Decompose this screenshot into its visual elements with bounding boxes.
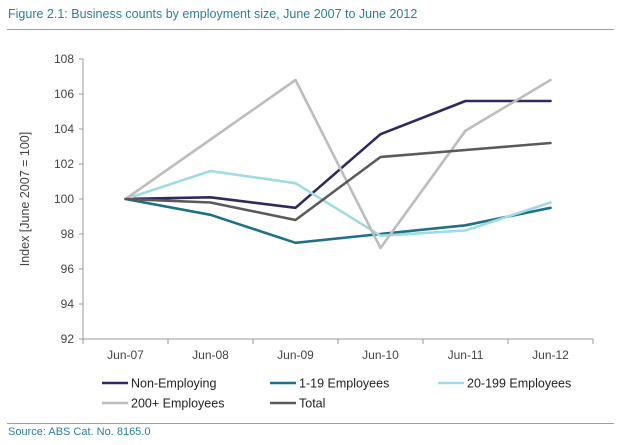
- y-axis-label: Index [June 2007 = 100]: [18, 132, 32, 267]
- series-layer: [124, 78, 552, 250]
- legend-label: 20-199 Employees: [467, 377, 571, 391]
- y-tick-label: 108: [54, 52, 74, 66]
- x-tick-label: Jun-07: [107, 348, 144, 362]
- figure-title: Figure 2.1: Business counts by employmen…: [8, 7, 418, 21]
- y-tick-label: 98: [61, 227, 75, 241]
- series-line-200-employees: [124, 78, 552, 250]
- x-tick-label: Jun-09: [277, 348, 314, 362]
- x-tick-label: Jun-12: [532, 348, 569, 362]
- y-tick-label: 92: [61, 332, 75, 346]
- series-line-total: [124, 141, 552, 222]
- y-axis: 92 94 96 98 100 102 104 106 108: [54, 52, 84, 346]
- series-line-non-employing: [124, 99, 552, 210]
- series-line-1-19-employees: [124, 197, 552, 245]
- legend-item-total: Total: [270, 397, 325, 411]
- x-tick-label: Jun-10: [362, 348, 399, 362]
- legend-label: 1-19 Employees: [299, 377, 389, 391]
- x-axis: Jun-07 Jun-08 Jun-09 Jun-10 Jun-11 Jun-12: [82, 338, 594, 362]
- top-rule: [7, 29, 614, 30]
- series-line-20-199-employees: [124, 169, 552, 237]
- legend-item-non-employing: Non-Employing: [102, 377, 217, 391]
- y-tick-label: 104: [54, 122, 74, 136]
- legend-label: 200+ Employees: [131, 397, 224, 411]
- y-tick-label: 94: [61, 297, 75, 311]
- y-tick-label: 96: [61, 262, 75, 276]
- legend-label: Non-Employing: [131, 377, 217, 391]
- y-tick-label: 100: [54, 192, 74, 206]
- legend-item-20-199-employees: 20-199 Employees: [438, 377, 571, 391]
- legend-item-200-employees: 200+ Employees: [102, 397, 224, 411]
- x-tick-label: Jun-11: [448, 348, 484, 362]
- x-tick-label: Jun-08: [192, 348, 229, 362]
- y-tick-label: 106: [54, 87, 74, 101]
- y-tick-label: 102: [54, 157, 74, 171]
- source-note: Source: ABS Cat. No. 8165.0: [8, 426, 151, 438]
- bottom-rule: [7, 423, 614, 424]
- legend-item-1-19-employees: 1-19 Employees: [270, 377, 389, 391]
- legend-label: Total: [299, 397, 325, 411]
- legend: Non-Employing 1-19 Employees 20-199 Employ…: [102, 377, 571, 411]
